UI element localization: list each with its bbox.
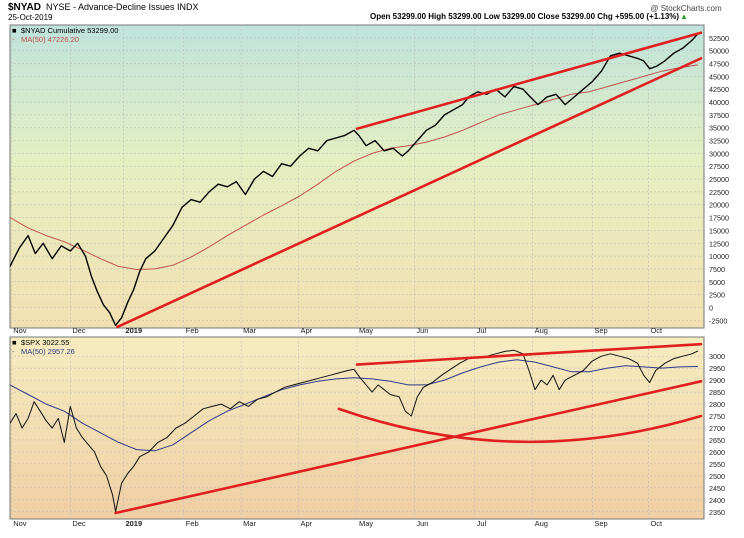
y-tick-label: 2950 — [709, 364, 725, 373]
legend-dash-icon: - — [12, 35, 15, 44]
bottom-legend: ■ $SPX 3022.55- MA(50) 2957.26 — [12, 338, 75, 356]
y-tick-label: -2500 — [709, 316, 727, 325]
bottom-panel-background — [9, 336, 705, 520]
top-x-ticks: Nov Dec 2019 Feb Mar Apr May Jun Jul Aug Sep Oct — [13, 326, 663, 335]
x-tick-label: Sep — [594, 519, 607, 528]
x-tick-label: May — [359, 519, 373, 528]
y-tick-label: 35000 — [709, 124, 729, 133]
y-tick-label: 37500 — [709, 111, 729, 120]
bottom-trendlines — [114, 342, 703, 515]
top-plot — [10, 33, 699, 327]
series-line-ma — [10, 64, 699, 270]
legend-entry: $SPX 3022.55 — [21, 338, 69, 347]
y-tick-label: 3000 — [709, 352, 725, 361]
y-tick-label: 2800 — [709, 400, 725, 409]
y-tick-label: 2600 — [709, 448, 725, 457]
x-tick-label: Aug — [535, 326, 548, 335]
y-tick-label: 10000 — [709, 252, 729, 261]
y-tick-label: 5000 — [709, 278, 725, 287]
legend-dash-icon: - — [12, 347, 15, 356]
x-tick-label: 2019 — [125, 519, 142, 528]
x-tick-label: Nov — [13, 326, 27, 335]
x-tick-label: Jul — [477, 519, 487, 528]
x-tick-label: Sep — [594, 326, 607, 335]
bottom-y-ticks: 2350 2400 2450 2500 2550 2600 2650 2700 2750 2800… — [709, 352, 725, 517]
x-tick-label: Feb — [186, 326, 199, 335]
y-tick-label: 12500 — [709, 239, 729, 248]
y-tick-label: 32500 — [709, 137, 729, 146]
trendline — [355, 31, 703, 131]
top-trendlines — [116, 31, 703, 329]
y-tick-label: 47500 — [709, 60, 729, 69]
x-tick-label: Oct — [650, 519, 663, 528]
bottom-plot — [10, 349, 699, 513]
y-tick-label: 2450 — [709, 484, 725, 493]
x-tick-label: Mar — [243, 519, 256, 528]
x-tick-label: Mar — [243, 326, 256, 335]
legend-entry: MA(50) 47226.20 — [21, 35, 79, 44]
x-tick-label: 2019 — [125, 326, 142, 335]
header-date: 25-Oct-2019 — [8, 13, 53, 22]
trendline — [355, 342, 703, 366]
y-tick-label: 17500 — [709, 214, 729, 223]
legend-square-icon: ■ — [12, 26, 17, 35]
x-tick-label: Jun — [416, 326, 428, 335]
y-tick-label: 25000 — [709, 175, 729, 184]
y-tick-label: 22500 — [709, 188, 729, 197]
legend-square-icon: ■ — [12, 338, 17, 347]
y-tick-label: 52500 — [709, 34, 729, 43]
x-tick-label: May — [359, 326, 373, 335]
top-grid — [10, 25, 704, 328]
header-quote: Open 53299.00 High 53299.00 Low 53299.00… — [370, 12, 679, 21]
y-tick-label: 15000 — [709, 226, 729, 235]
x-tick-label: Jun — [416, 519, 428, 528]
header-symbol: $NYAD — [8, 2, 41, 13]
x-tick-label: Nov — [13, 519, 27, 528]
y-tick-label: 0 — [709, 303, 713, 312]
x-tick-label: Oct — [650, 326, 663, 335]
top-legend: ■ $NYAD Cumulative 53299.00- MA(50) 47226.… — [12, 26, 118, 44]
y-tick-label: 2500 — [709, 291, 725, 300]
y-tick-label: 42500 — [709, 85, 729, 94]
y-tick-label: 2850 — [709, 388, 725, 397]
y-tick-label: 2350 — [709, 508, 725, 517]
x-tick-label: Dec — [72, 519, 86, 528]
watermark: @ StockCharts.com — [650, 4, 722, 13]
x-tick-label: Aug — [535, 519, 548, 528]
series-line-ma — [10, 359, 699, 452]
y-tick-label: 20000 — [709, 201, 729, 210]
y-tick-label: 50000 — [709, 47, 729, 56]
y-tick-label: 30000 — [709, 149, 729, 158]
x-tick-label: Jul — [477, 326, 487, 335]
series-line-main — [10, 33, 699, 327]
y-tick-label: 2900 — [709, 376, 725, 385]
y-tick-label: 2750 — [709, 412, 725, 421]
header-description: NYSE - Advance-Decline Issues INDX — [46, 2, 199, 12]
x-tick-label: Apr — [300, 519, 312, 528]
y-tick-label: 45000 — [709, 72, 729, 81]
y-tick-label: 2550 — [709, 460, 725, 469]
y-tick-label: 7500 — [709, 265, 725, 274]
x-tick-label: Apr — [300, 326, 312, 335]
quote-arrow-icon: ▲ — [680, 12, 688, 21]
x-tick-label: Dec — [72, 326, 86, 335]
series-line-main — [10, 349, 699, 513]
y-tick-label: 2650 — [709, 436, 725, 445]
top-y-ticks: -2500 0 2500 5000 7500 10000 12500 15000 17500 20… — [709, 34, 729, 325]
trend-curve — [337, 407, 703, 444]
x-tick-label: Feb — [186, 519, 199, 528]
trendline — [116, 57, 703, 329]
y-tick-label: 27500 — [709, 162, 729, 171]
bottom-x-ticks: Nov Dec 2019 Feb Mar Apr May Jun Jul Aug Sep Oct — [13, 519, 663, 528]
legend-entry: MA(50) 2957.26 — [21, 347, 75, 356]
y-tick-label: 2500 — [709, 472, 725, 481]
legend-entry: $NYAD Cumulative 53299.00 — [21, 26, 118, 35]
y-tick-label: 2400 — [709, 496, 725, 505]
trendline — [114, 380, 703, 515]
y-tick-label: 40000 — [709, 98, 729, 107]
y-tick-label: 2700 — [709, 424, 725, 433]
